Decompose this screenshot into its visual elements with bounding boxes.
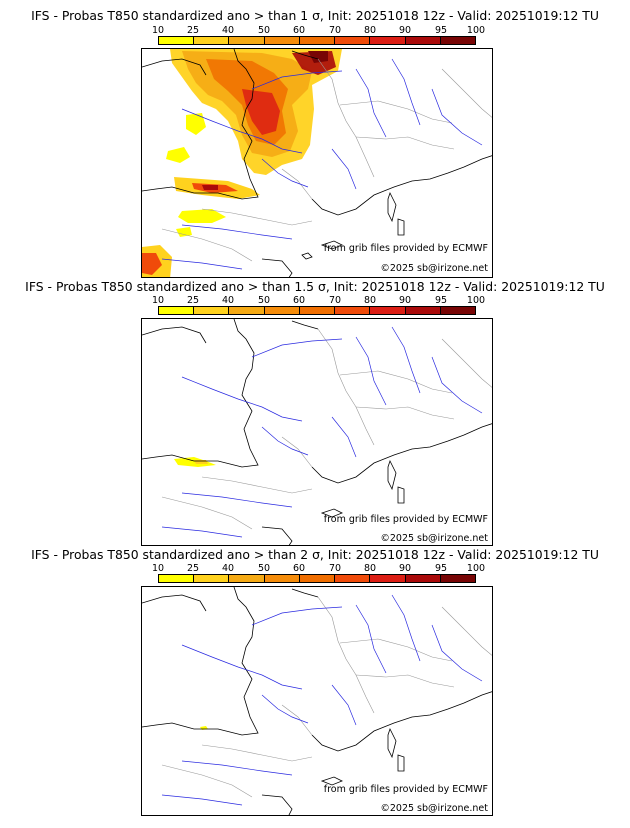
tick-label: 10 (151, 295, 165, 306)
colorbar-segment (194, 37, 230, 44)
colorbar-segment (299, 307, 336, 314)
credit-source: from grib files provided by ECMWF (323, 784, 488, 795)
tick-label: 80 (363, 25, 377, 36)
colorbar-ticks: 10 25 40 50 60 70 80 90 95 100 (152, 295, 485, 306)
colorbar-segment (370, 37, 406, 44)
tick-label: 95 (434, 295, 448, 306)
colorbar-segment (194, 575, 230, 582)
colorbar-segment (440, 575, 475, 582)
borders (161, 58, 492, 262)
colorbar (158, 306, 476, 315)
colorbar-segment (335, 37, 371, 44)
colorbar-segment (229, 307, 265, 314)
tick-label: 90 (398, 563, 412, 574)
tick-label: 25 (186, 563, 200, 574)
colorbar-segment (159, 307, 195, 314)
tick-label: 100 (466, 295, 486, 306)
map-canvas (142, 49, 492, 277)
colorbar-segment (335, 575, 371, 582)
borders (161, 596, 492, 798)
panel-title: IFS - Probas T850 standardized ano > tha… (31, 8, 599, 23)
panel-title: IFS - Probas T850 standardized ano > tha… (31, 547, 599, 562)
tick-label: 90 (398, 25, 412, 36)
colorbar-segment (440, 37, 475, 44)
tick-label: 100 (466, 25, 486, 36)
colorbar-segment (370, 307, 406, 314)
colorbar-segment (264, 575, 300, 582)
rivers (161, 326, 483, 538)
credit-copyright: ©2025 sb@irizone.net (380, 263, 488, 274)
tick-label: 50 (257, 563, 271, 574)
tick-label: 40 (221, 563, 235, 574)
colorbar-segment (405, 307, 441, 314)
colorbar-segment (405, 37, 441, 44)
map-1: from grib files provided by ECMWF ©2025 … (141, 48, 493, 278)
tick-label: 25 (186, 25, 200, 36)
coastlines (142, 49, 492, 277)
colorbar-segment (335, 307, 371, 314)
colorbar-segment (229, 575, 265, 582)
tick-label: 50 (257, 295, 271, 306)
tick-label: 70 (328, 563, 342, 574)
map-canvas (142, 587, 492, 815)
tick-label: 10 (151, 563, 165, 574)
colorbar-segment (159, 37, 195, 44)
colorbar (158, 574, 476, 583)
probability-field (200, 726, 208, 730)
tick-label: 40 (221, 25, 235, 36)
map-2: from grib files provided by ECMWF ©2025 … (141, 318, 493, 546)
map-3: from grib files provided by ECMWF ©2025 … (141, 586, 493, 816)
colorbar-ticks: 10 25 40 50 60 70 80 90 95 100 (152, 563, 485, 574)
colorbar-segment (440, 307, 475, 314)
tick-label: 80 (363, 295, 377, 306)
map-canvas (142, 319, 492, 545)
panel-title: IFS - Probas T850 standardized ano > tha… (25, 279, 605, 294)
tick-label: 60 (292, 563, 306, 574)
tick-label: 25 (186, 295, 200, 306)
colorbar-ticks: 10 25 40 50 60 70 80 90 95 100 (152, 25, 485, 36)
credit-source: from grib files provided by ECMWF (323, 243, 488, 254)
tick-label: 70 (328, 295, 342, 306)
rivers (161, 594, 483, 806)
tick-label: 95 (434, 563, 448, 574)
coastlines (142, 319, 492, 545)
colorbar-segment (299, 37, 336, 44)
colorbar-segment (194, 307, 230, 314)
colorbar-segment (159, 575, 195, 582)
borders (161, 328, 492, 530)
probability-field (174, 457, 216, 467)
tick-label: 80 (363, 563, 377, 574)
rivers (161, 58, 483, 270)
tick-label: 100 (466, 563, 486, 574)
credit-copyright: ©2025 sb@irizone.net (380, 533, 488, 544)
colorbar-segment (229, 37, 265, 44)
tick-label: 60 (292, 295, 306, 306)
credit-copyright: ©2025 sb@irizone.net (380, 803, 488, 814)
probability-field (142, 49, 342, 277)
colorbar-segment (405, 575, 441, 582)
colorbar-segment (264, 37, 300, 44)
tick-label: 50 (257, 25, 271, 36)
tick-label: 40 (221, 295, 235, 306)
tick-label: 90 (398, 295, 412, 306)
colorbar (158, 36, 476, 45)
credit-source: from grib files provided by ECMWF (323, 514, 488, 525)
tick-label: 95 (434, 25, 448, 36)
colorbar-segment (370, 575, 406, 582)
coastlines (142, 587, 492, 815)
tick-label: 10 (151, 25, 165, 36)
tick-label: 70 (328, 25, 342, 36)
colorbar-segment (299, 575, 336, 582)
tick-label: 60 (292, 25, 306, 36)
colorbar-segment (264, 307, 300, 314)
